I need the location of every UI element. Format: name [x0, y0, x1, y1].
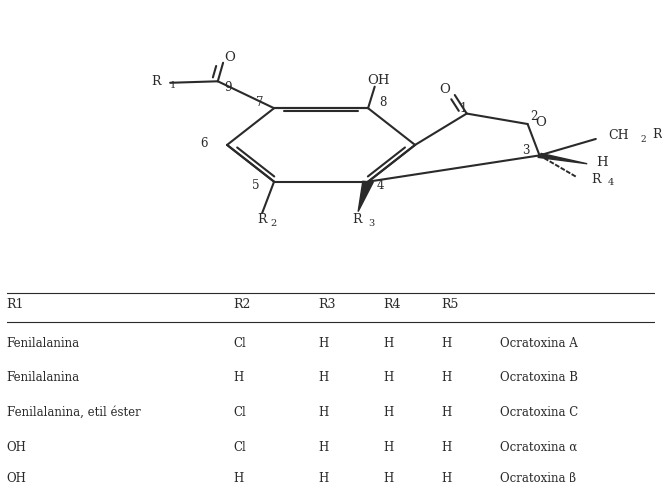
Text: H: H: [383, 372, 393, 384]
Text: R: R: [592, 173, 601, 186]
Text: Cl: Cl: [234, 406, 246, 419]
Text: 6: 6: [200, 137, 208, 150]
Text: R4: R4: [383, 298, 401, 311]
Polygon shape: [538, 153, 587, 164]
Text: 3: 3: [368, 219, 374, 228]
Text: R1: R1: [7, 298, 24, 311]
Text: R5: R5: [442, 298, 459, 311]
Text: 8: 8: [379, 96, 387, 109]
Text: R: R: [652, 128, 661, 141]
Text: H: H: [383, 472, 393, 482]
Text: Fenilalanina: Fenilalanina: [7, 337, 79, 349]
Text: 1: 1: [459, 102, 467, 115]
Text: H: H: [383, 337, 393, 349]
Text: Ocratoxina β: Ocratoxina β: [500, 472, 576, 482]
Text: H: H: [318, 472, 328, 482]
Text: H: H: [318, 337, 328, 349]
Text: R: R: [352, 214, 361, 227]
Text: H: H: [442, 406, 451, 419]
Text: Cl: Cl: [234, 441, 246, 454]
Text: Ocratoxina B: Ocratoxina B: [500, 372, 578, 384]
Text: Cl: Cl: [234, 337, 246, 349]
Text: 2: 2: [530, 110, 538, 123]
Text: H: H: [596, 156, 608, 169]
Text: H: H: [318, 441, 328, 454]
Text: Ocratoxina α: Ocratoxina α: [500, 441, 577, 454]
Text: O: O: [536, 116, 546, 129]
Text: H: H: [442, 441, 451, 454]
Text: 4: 4: [376, 179, 384, 192]
Text: H: H: [442, 472, 451, 482]
Text: R: R: [151, 75, 160, 88]
Text: O: O: [224, 51, 235, 64]
Text: 4: 4: [608, 178, 614, 187]
Text: H: H: [383, 406, 393, 419]
Text: H: H: [383, 441, 393, 454]
Text: Fenilalanina, etil éster: Fenilalanina, etil éster: [7, 406, 140, 419]
Text: 5: 5: [252, 179, 260, 192]
Text: 2: 2: [641, 135, 646, 144]
Text: R3: R3: [318, 298, 336, 311]
Text: Ocratoxina C: Ocratoxina C: [500, 406, 578, 419]
Text: 3: 3: [522, 145, 530, 158]
Text: O: O: [440, 83, 450, 96]
Text: OH: OH: [7, 472, 26, 482]
Text: 2: 2: [270, 219, 276, 228]
Text: R2: R2: [234, 298, 251, 311]
Text: H: H: [318, 406, 328, 419]
Text: H: H: [442, 372, 451, 384]
Text: H: H: [442, 337, 451, 349]
Text: H: H: [318, 372, 328, 384]
Text: OH: OH: [367, 74, 389, 87]
Text: R: R: [258, 213, 267, 226]
Polygon shape: [358, 181, 373, 212]
Text: OH: OH: [7, 441, 26, 454]
Text: CH: CH: [608, 130, 630, 143]
Text: H: H: [234, 472, 244, 482]
Text: 1: 1: [170, 81, 176, 90]
Text: 7: 7: [256, 96, 263, 109]
Text: H: H: [234, 372, 244, 384]
Text: Fenilalanina: Fenilalanina: [7, 372, 79, 384]
Text: 9: 9: [224, 81, 232, 94]
Text: Ocratoxina A: Ocratoxina A: [500, 337, 577, 349]
